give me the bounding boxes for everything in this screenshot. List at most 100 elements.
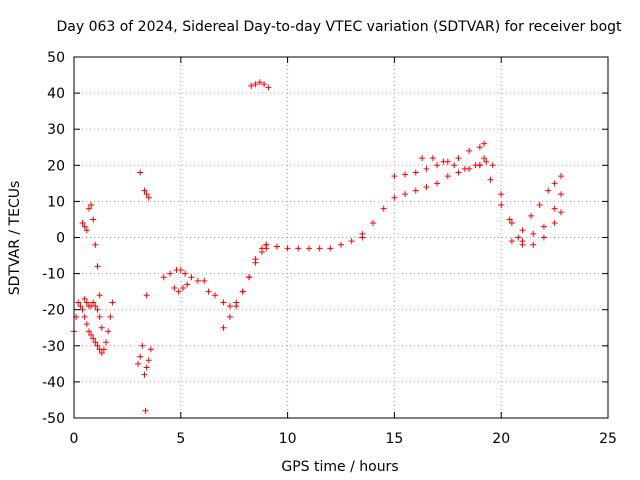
y-tick-label: 30 (47, 122, 65, 138)
data-point (143, 364, 150, 371)
series-outliers (137, 169, 152, 414)
x-axis-label: GPS time / hours (281, 459, 398, 475)
data-point (338, 241, 344, 248)
data-point (188, 274, 195, 281)
data-point (167, 270, 174, 277)
x-tick-label: 0 (70, 431, 79, 447)
data-point (370, 220, 377, 227)
data-point (540, 223, 547, 230)
data-point (545, 187, 552, 194)
data-point (256, 79, 263, 86)
data-point (145, 357, 152, 364)
series-arc-40 (248, 79, 272, 91)
data-point (498, 202, 505, 209)
data-point (248, 82, 255, 89)
data-point (98, 324, 105, 331)
data-point (171, 285, 178, 292)
data-point (143, 191, 150, 198)
data-point (455, 155, 462, 162)
data-point (100, 346, 107, 353)
data-point (239, 288, 246, 295)
data-point (551, 205, 558, 212)
data-point (508, 238, 515, 245)
series-late-arc (508, 209, 565, 248)
series-arc-5h (160, 266, 208, 284)
data-point (137, 169, 144, 176)
data-point (391, 194, 398, 201)
data-point (141, 371, 148, 378)
data-point (83, 299, 90, 306)
chart-title: Day 063 of 2024, Sidereal Day-to-day VTE… (56, 19, 622, 35)
data-point (530, 230, 537, 237)
data-point (451, 162, 458, 169)
data-point (81, 295, 88, 302)
y-tick-label: 0 (56, 231, 65, 247)
data-point (327, 245, 334, 252)
data-point (184, 281, 191, 288)
data-point (103, 339, 110, 346)
data-point (175, 288, 182, 295)
data-point (434, 162, 441, 169)
data-point (92, 339, 99, 346)
data-point (455, 169, 462, 176)
data-point (476, 144, 483, 151)
series-late-rise (528, 173, 565, 219)
data-point (88, 202, 95, 209)
data-point (77, 303, 84, 310)
y-tick-label: -10 (42, 267, 65, 283)
y-tick-label: -40 (42, 375, 65, 391)
y-tick-label: 20 (47, 158, 65, 174)
series-rise-3 (359, 158, 490, 237)
y-tick-label: -50 (42, 411, 65, 427)
data-point (211, 292, 218, 299)
series-rise-2 (220, 245, 270, 331)
x-tick-label: 20 (492, 431, 510, 447)
data-point (85, 205, 92, 212)
axis-ticks: 0 5 10 15 20 25 -50 -40 -30 -20 -10 0 10 20 30 40 50 (42, 50, 617, 447)
grid (74, 57, 608, 418)
series-descent-1 (481, 140, 526, 245)
data-point (265, 84, 272, 91)
x-tick-label: 10 (279, 431, 297, 447)
series-rise-4 (391, 144, 483, 180)
series-arc-5h-lower (171, 281, 191, 295)
y-tick-label: -20 (42, 303, 65, 319)
data-point (515, 234, 522, 241)
data-point (273, 243, 280, 250)
data-point (107, 313, 114, 320)
data-point (489, 162, 496, 169)
series-arc-early-2 (79, 202, 103, 299)
data-point (558, 209, 565, 216)
data-point (79, 306, 86, 313)
data-point (540, 234, 547, 241)
series-arc-early-1 (71, 299, 116, 357)
data-point (295, 245, 302, 252)
data-point (558, 191, 565, 198)
data-point (412, 169, 419, 176)
x-tick-label: 25 (599, 431, 617, 447)
data-point (498, 191, 505, 198)
data-point (135, 360, 142, 367)
data-point (348, 238, 355, 245)
data-point (476, 162, 483, 169)
data-point (109, 299, 116, 306)
data-point (487, 176, 494, 183)
data-points (71, 79, 565, 414)
data-point (81, 313, 88, 320)
data-point (508, 220, 515, 227)
data-point (536, 202, 543, 209)
data-point (506, 216, 513, 223)
data-point (466, 147, 473, 154)
data-point (105, 328, 112, 335)
data-point (316, 245, 323, 252)
y-axis-label: SDTVAR / TECUs (7, 181, 23, 296)
data-point (419, 155, 426, 162)
data-point (194, 277, 201, 284)
y-tick-label: 10 (47, 194, 65, 210)
data-point (90, 216, 97, 223)
data-point (85, 328, 92, 335)
y-tick-label: 50 (47, 50, 65, 66)
data-point (461, 165, 468, 172)
data-point (551, 180, 558, 187)
data-point (83, 227, 90, 234)
